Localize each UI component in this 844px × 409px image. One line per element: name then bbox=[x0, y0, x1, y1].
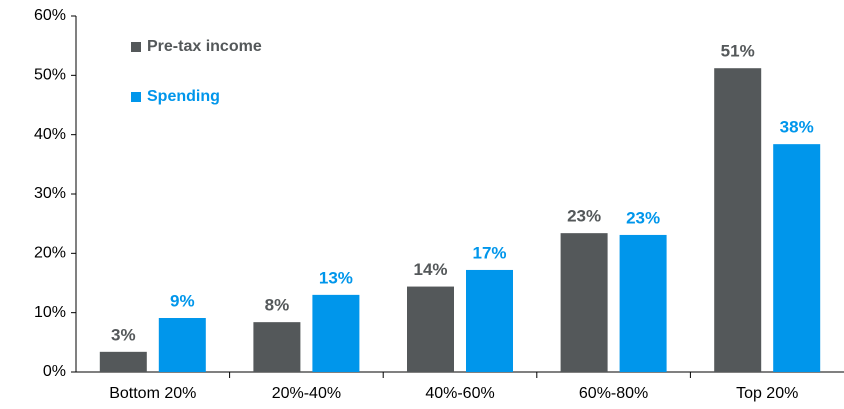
value-label: 13% bbox=[319, 268, 353, 287]
value-label: 8% bbox=[265, 296, 290, 315]
bar bbox=[466, 269, 513, 372]
legend-label: Pre-tax income bbox=[147, 38, 262, 55]
y-tick-label: 60% bbox=[34, 7, 66, 24]
value-label: 51% bbox=[721, 42, 755, 61]
value-label: 38% bbox=[780, 118, 814, 137]
bar bbox=[158, 318, 206, 372]
y-tick-label: 30% bbox=[34, 185, 66, 202]
value-label: 23% bbox=[626, 208, 660, 227]
value-label: 9% bbox=[170, 291, 195, 310]
bar bbox=[560, 233, 608, 372]
bar bbox=[619, 234, 667, 372]
y-tick-label: 0% bbox=[43, 363, 66, 380]
x-tick-label: 60%-80% bbox=[579, 385, 648, 402]
bar bbox=[99, 351, 147, 372]
value-label: 14% bbox=[413, 260, 447, 279]
bar bbox=[773, 144, 821, 372]
y-tick-label: 50% bbox=[34, 67, 66, 84]
y-tick-label: 40% bbox=[34, 126, 66, 143]
value-label: 17% bbox=[472, 243, 506, 262]
x-tick-label: 20%-40% bbox=[272, 385, 341, 402]
legend-label: Spending bbox=[147, 88, 220, 105]
y-tick-label: 10% bbox=[34, 304, 66, 321]
y-tick-label: 20% bbox=[34, 245, 66, 262]
legend-swatch bbox=[131, 92, 141, 102]
value-label: 23% bbox=[567, 207, 601, 226]
bar bbox=[714, 68, 762, 373]
x-tick-label: 40%-60% bbox=[425, 385, 494, 402]
value-label: 3% bbox=[111, 325, 136, 344]
x-tick-label: Top 20% bbox=[736, 385, 798, 402]
legend-swatch bbox=[131, 42, 141, 52]
bar bbox=[253, 322, 301, 372]
bar bbox=[407, 286, 454, 372]
bar bbox=[312, 294, 360, 372]
x-tick-label: Bottom 20% bbox=[109, 385, 196, 402]
